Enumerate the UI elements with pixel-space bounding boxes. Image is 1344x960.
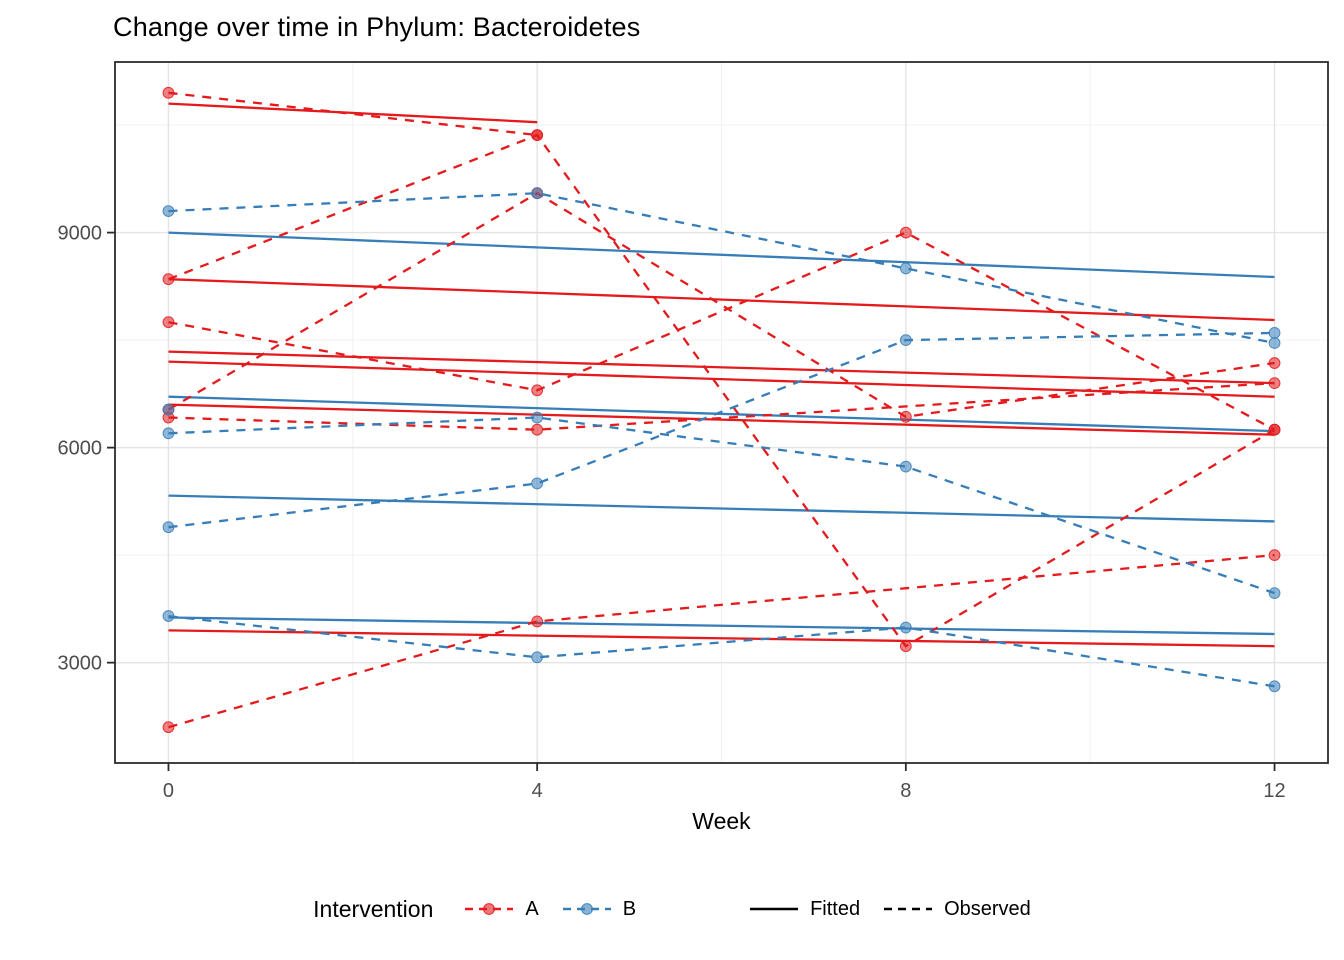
legend-key-a-icon xyxy=(465,903,514,915)
observed-point xyxy=(1268,549,1281,562)
observed-point xyxy=(1268,337,1281,349)
y-tick-label: 9000 xyxy=(58,223,103,245)
legend-item-observed: Observed xyxy=(882,898,1031,921)
y-tick-label: 3000 xyxy=(58,653,103,675)
observed-point xyxy=(899,226,912,239)
legend-title: Intervention xyxy=(313,895,434,922)
observed-line xyxy=(168,553,1275,729)
series-layer xyxy=(162,86,1281,734)
observed-line xyxy=(168,231,1276,431)
observed-point xyxy=(531,423,544,436)
observed-point xyxy=(162,610,175,622)
legend-key-fitted-icon xyxy=(750,907,799,911)
legend-label-a: A xyxy=(525,897,539,920)
axes: 3000 6000 9000 0 4 8 12 xyxy=(58,223,1286,802)
legend: Intervention A B Fitted Observed xyxy=(0,884,1344,934)
observed-point xyxy=(1268,357,1281,369)
legend-key-observed-icon xyxy=(884,907,933,911)
legend-label-observed: Observed xyxy=(944,897,1031,920)
observed-point xyxy=(162,521,175,534)
observed-point xyxy=(531,384,544,397)
panel-border xyxy=(114,61,1329,764)
observed-point xyxy=(899,334,912,347)
observed-line xyxy=(167,191,1275,418)
fitted-line xyxy=(168,395,1275,433)
observed-point xyxy=(1268,377,1281,390)
x-tick-label: 4 xyxy=(532,780,543,802)
fitted-line xyxy=(168,629,1275,648)
observed-point xyxy=(1268,680,1281,693)
observed-point xyxy=(531,615,544,628)
observed-point xyxy=(162,86,175,99)
legend-item-group-b: B xyxy=(561,898,636,921)
observed-line xyxy=(168,381,1275,431)
observed-point xyxy=(1268,587,1281,600)
fitted-line xyxy=(168,616,1275,636)
observed-line xyxy=(168,331,1275,529)
x-axis-title: Week xyxy=(692,808,751,834)
chart-title: Change over time in Phylum: Bacteroidete… xyxy=(113,12,641,42)
observed-point xyxy=(1268,423,1281,436)
legend-label-fitted: Fitted xyxy=(810,897,861,920)
fitted-line xyxy=(168,231,1275,279)
fitted-line xyxy=(168,102,538,124)
observed-line xyxy=(168,91,538,137)
observed-point xyxy=(531,411,544,424)
observed-point xyxy=(531,651,544,664)
observed-point xyxy=(162,273,175,286)
observed-point xyxy=(531,477,544,490)
legend-key-b-icon xyxy=(562,903,611,915)
observed-point xyxy=(531,187,544,200)
legend-item-group-a: A xyxy=(463,897,539,921)
plot-area: 3000 6000 9000 0 4 8 12 xyxy=(58,61,1329,802)
observed-line xyxy=(168,416,1275,595)
observed-point xyxy=(899,410,912,423)
observed-point xyxy=(899,262,912,275)
observed-point xyxy=(899,621,912,634)
fitted-line xyxy=(168,494,1275,523)
observed-point xyxy=(162,403,175,416)
observed-point xyxy=(531,129,544,142)
observed-point xyxy=(162,205,175,217)
observed-point xyxy=(899,460,912,473)
x-tick-label: 12 xyxy=(1263,780,1285,802)
y-tick-label: 6000 xyxy=(58,438,103,460)
fitted-line xyxy=(168,278,1275,322)
observed-point xyxy=(162,316,175,329)
observed-point xyxy=(162,721,175,734)
legend-label-b: B xyxy=(622,897,637,920)
x-tick-label: 8 xyxy=(900,780,911,802)
observed-point xyxy=(899,640,912,653)
legend-item-fitted: Fitted xyxy=(748,898,860,921)
observed-point xyxy=(162,427,175,440)
fitted-line xyxy=(168,403,1275,436)
observed-point xyxy=(1268,327,1281,339)
x-tick-label: 0 xyxy=(163,780,174,802)
